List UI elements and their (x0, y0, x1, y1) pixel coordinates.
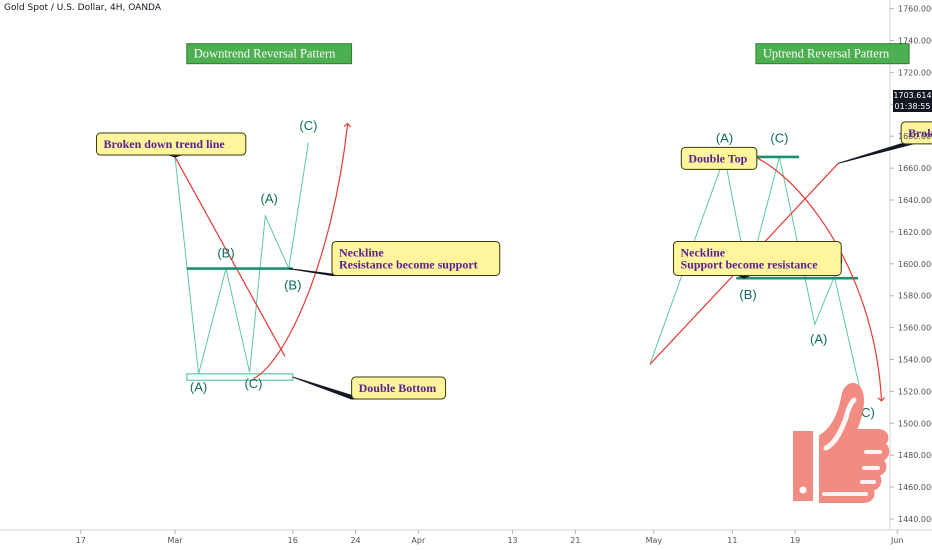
x-tick-label: 24 (350, 536, 360, 545)
y-tick-label: 1740.000 (898, 37, 932, 46)
callout-box (331, 240, 501, 276)
callout-box (900, 121, 932, 145)
x-tick-label: Apr (411, 536, 426, 545)
x-tick-label: 19 (790, 536, 800, 545)
callout-box (680, 146, 758, 170)
callout: Broken uptrend line (838, 121, 932, 164)
x-tick-label: Jun (890, 536, 904, 545)
banner-title: Uptrend Reversal Pattern (763, 47, 890, 61)
callout-box (351, 376, 447, 400)
y-tick-label: 1440.000 (898, 515, 932, 524)
wave-point-label: (C) (299, 118, 317, 133)
x-tick-label: Mar (167, 536, 183, 545)
wave-point-label: (C) (770, 131, 788, 146)
x-tick-label: 13 (507, 536, 517, 545)
wave-point-label: (A) (810, 332, 827, 347)
y-tick-label: 1640.000 (898, 196, 932, 205)
trend-down-line (174, 156, 286, 357)
wave-point-label: (A) (190, 379, 207, 394)
callout-box (96, 132, 247, 156)
bottom-arc-arrow (253, 122, 352, 380)
pattern-banner: Uptrend Reversal Pattern (755, 43, 910, 65)
y-tick-label: 1540.000 (898, 356, 932, 365)
instrument-title: Gold Spot / U.S. Dollar, 4H, OANDA (4, 3, 161, 13)
y-tick-label: 1480.000 (898, 451, 932, 460)
current-price: 1703.614 (893, 91, 932, 100)
current-price-badge: 1703.614 01:38:55 (893, 90, 932, 112)
y-tick-label: 1720.000 (898, 68, 932, 77)
callout-tail (838, 143, 914, 164)
x-tick-label: 11 (727, 536, 737, 545)
wave-point-label: (B) (284, 277, 301, 292)
y-tick-label: 1760.000 (898, 5, 932, 14)
banner-box (186, 43, 353, 65)
wave-point-label: (A) (261, 191, 278, 206)
y-tick-label: 1600.000 (898, 260, 932, 269)
pattern-banner: Downtrend Reversal Pattern (186, 43, 353, 65)
callout-text: Resistance become support (339, 257, 478, 271)
callout: Double Bottom (292, 376, 447, 400)
x-tick-label: 16 (288, 536, 298, 545)
wave-point-label: (B) (739, 287, 756, 302)
callout-text: Broken down trend line (104, 137, 226, 151)
thumbs-up-icon (793, 382, 890, 503)
x-tick-label: May (646, 536, 663, 545)
banner-box (755, 43, 910, 65)
y-tick-label: 1560.000 (898, 324, 932, 333)
callout-text: Double Top (688, 151, 747, 165)
x-tick-label: 17 (76, 536, 86, 545)
wave-point-label: (B) (217, 245, 234, 260)
y-tick-label: 1460.000 (898, 483, 932, 492)
y-tick-label: 1580.000 (898, 292, 932, 301)
callout-text: Neckline (339, 245, 384, 259)
x-tick-label: 21 (570, 536, 580, 545)
wave-point-label: (C) (244, 376, 262, 391)
zigzag-left-line (174, 142, 309, 375)
callout-text: Neckline (680, 245, 725, 259)
callout-text: Double Bottom (359, 381, 437, 395)
callout-box (672, 240, 842, 276)
callout: Broken down trend line (96, 132, 247, 158)
callout: Double Top (680, 146, 758, 170)
y-tick-label: 1680.000 (898, 132, 932, 141)
y-tick-label: 1500.000 (898, 419, 932, 428)
callout-text: Support become resistance (680, 257, 818, 271)
y-tick-label: 1520.000 (898, 387, 932, 396)
banner-title: Downtrend Reversal Pattern (194, 47, 336, 61)
bar-countdown: 01:38:55 (894, 102, 931, 111)
wave-point-label: (A) (716, 131, 733, 146)
y-tick-label: 1620.000 (898, 228, 932, 237)
callout-text: Broken uptrend line (908, 126, 932, 140)
y-tick-label: 1660.000 (898, 164, 932, 173)
